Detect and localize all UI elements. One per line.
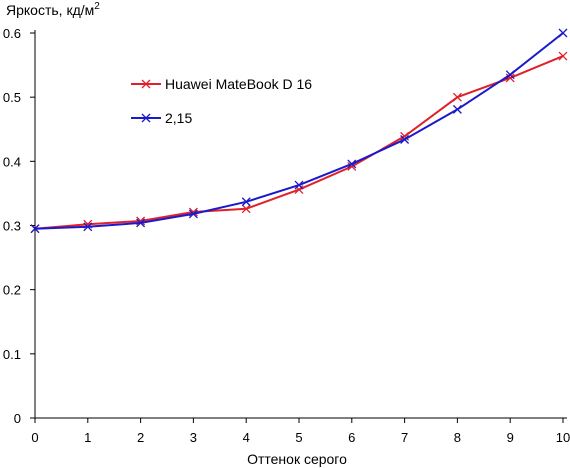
- x-tick-label: 4: [243, 430, 250, 445]
- x-tick-label: 9: [507, 430, 514, 445]
- data-point: [505, 70, 515, 80]
- y-axis-title-superscript: 2: [94, 1, 100, 12]
- y-tick-label: 0.5: [3, 90, 21, 105]
- data-point: [241, 204, 251, 214]
- data-point: [188, 209, 198, 219]
- legend-label: Huawei MateBook D 16: [165, 76, 312, 92]
- x-tick-labels: 0 1 2 3 4 5 6 7 8 9 10: [31, 430, 570, 445]
- y-tick-label: 0.2: [3, 283, 21, 298]
- data-point: [294, 180, 304, 190]
- data-point: [452, 104, 462, 114]
- y-tick-label: 0.3: [3, 219, 21, 234]
- data-point: [30, 224, 40, 234]
- y-tick-label: 0.1: [3, 347, 21, 362]
- y-axis-title-text: Яркость, кд/м: [6, 2, 94, 18]
- data-point: [400, 135, 410, 144]
- x-tick-label: 3: [190, 430, 197, 445]
- data-point: [558, 28, 568, 38]
- y-axis-title: Яркость, кд/м2: [6, 1, 100, 18]
- axes: [30, 30, 567, 423]
- data-point: [558, 51, 568, 61]
- x-tick-label: 8: [454, 430, 461, 445]
- x-axis-title: Оттенок серого: [247, 451, 347, 467]
- legend-entry-1: Huawei MateBook D 16: [131, 76, 312, 92]
- x-tick-label: 0: [31, 430, 38, 445]
- data-point: [452, 92, 462, 102]
- y-tick-label: 0.4: [3, 154, 21, 169]
- legend-marker: [141, 79, 151, 89]
- series-2: [30, 28, 568, 234]
- legend-entry-2: 2,15: [131, 110, 192, 126]
- x-tick-label: 7: [401, 430, 408, 445]
- data-point: [136, 218, 146, 228]
- legend-label: 2,15: [165, 110, 192, 126]
- y-tick-label: 0: [14, 411, 21, 426]
- x-tick-label: 2: [137, 430, 144, 445]
- y-tick-label: 0.6: [3, 26, 21, 41]
- series-layer: [30, 28, 568, 234]
- x-tick-label: 6: [348, 430, 355, 445]
- legend: Huawei MateBook D 16 2,15: [131, 76, 312, 126]
- legend-marker: [141, 113, 151, 123]
- series-line: [34, 32, 564, 230]
- x-tick-label: 1: [84, 430, 91, 445]
- data-point: [347, 159, 357, 169]
- x-tick-label: 10: [556, 430, 570, 445]
- x-tick-label: 5: [295, 430, 302, 445]
- data-point: [505, 73, 515, 83]
- data-point: [241, 197, 251, 207]
- data-point: [347, 162, 357, 171]
- data-point: [83, 222, 93, 232]
- y-tick-labels: 0 0.1 0.2 0.3 0.4 0.5 0.6: [3, 26, 21, 426]
